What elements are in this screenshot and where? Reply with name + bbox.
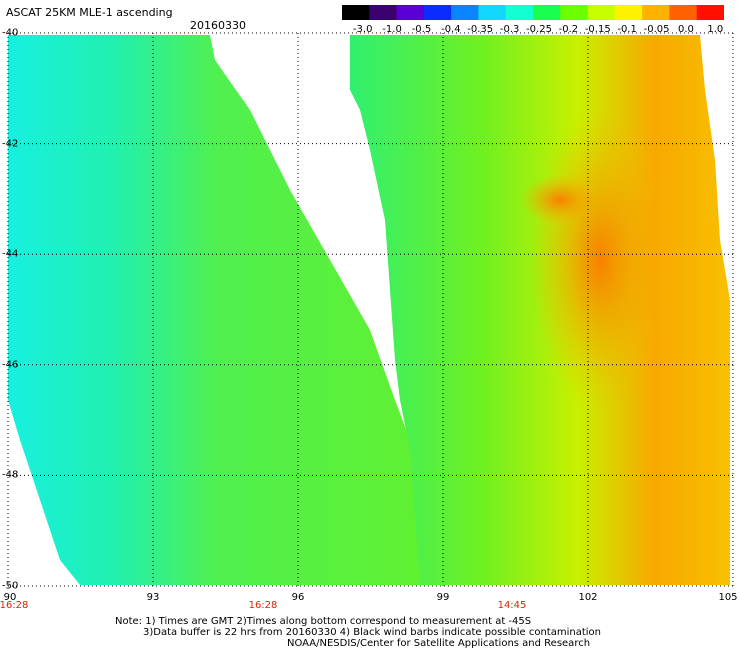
longitude-label: 96 [291,592,305,603]
latitude-label: -46 [2,359,19,371]
colorbar-label: -0.35 [467,24,494,35]
colorbar-swatch [614,5,643,20]
colorbar-label: -0.05 [643,24,670,35]
colorbar-swatch [478,5,507,20]
colorbar-swatch [533,5,561,20]
left-swath [8,35,425,585]
footer-note-3: NOAA/NESDIS/Center for Satellite Applica… [287,638,591,649]
colorbar-label: -0.25 [526,24,552,35]
colorbar-label: -0.5 [411,24,432,35]
colorbar-swatch [396,5,425,20]
time-label: 14:45 [497,600,527,611]
colorbar [342,5,724,20]
colorbar-label: -0.4 [441,24,461,35]
latitude-label: -48 [2,469,19,481]
latitude-label: -44 [2,248,19,260]
colorbar-label: -0.3 [499,24,520,35]
longitude-label: 105 [718,592,738,603]
colorbar-swatch [642,5,670,20]
longitude-label: 99 [436,592,450,603]
longitude-label: 90 [3,592,17,603]
latitude-label: -50 [2,580,19,592]
colorbar-swatch [669,5,698,20]
colorbar-label: -1.0 [382,24,402,35]
latitude-label: -40 [2,27,19,39]
colorbar-swatch [560,5,589,20]
time-label: 16:28 [248,600,278,611]
footer-note-1: Note: 1) Times are GMT 2)Times along bot… [115,616,532,627]
map-title: ASCAT 25KM MLE-1 ascending [6,6,173,19]
colorbar-label: -0.2 [558,24,579,35]
colorbar-swatch [451,5,479,20]
colorbar-label: -0.1 [617,24,637,35]
time-label: 16:28 [0,600,29,611]
latitude-label: -42 [2,138,19,150]
colorbar-label: -3.0 [352,24,373,35]
hot-region-2 [520,175,600,225]
longitude-label: 102 [578,592,598,603]
lat-lon-grid [7,32,734,587]
map-date: 20160330 [190,19,246,32]
colorbar-label: 1.0 [707,24,724,35]
colorbar-swatch [423,5,452,20]
longitude-label: 93 [146,592,160,603]
colorbar-label: -0.15 [584,24,611,35]
footer-note-2: 3)Data buffer is 22 hrs from 20160330 4)… [143,627,601,638]
colorbar-swatch [587,5,616,20]
colorbar-swatch [505,5,534,20]
colorbar-swatch [696,5,724,20]
colorbar-label: 0.0 [677,24,694,35]
colorbar-swatch [342,5,370,20]
colorbar-swatch [369,5,398,20]
